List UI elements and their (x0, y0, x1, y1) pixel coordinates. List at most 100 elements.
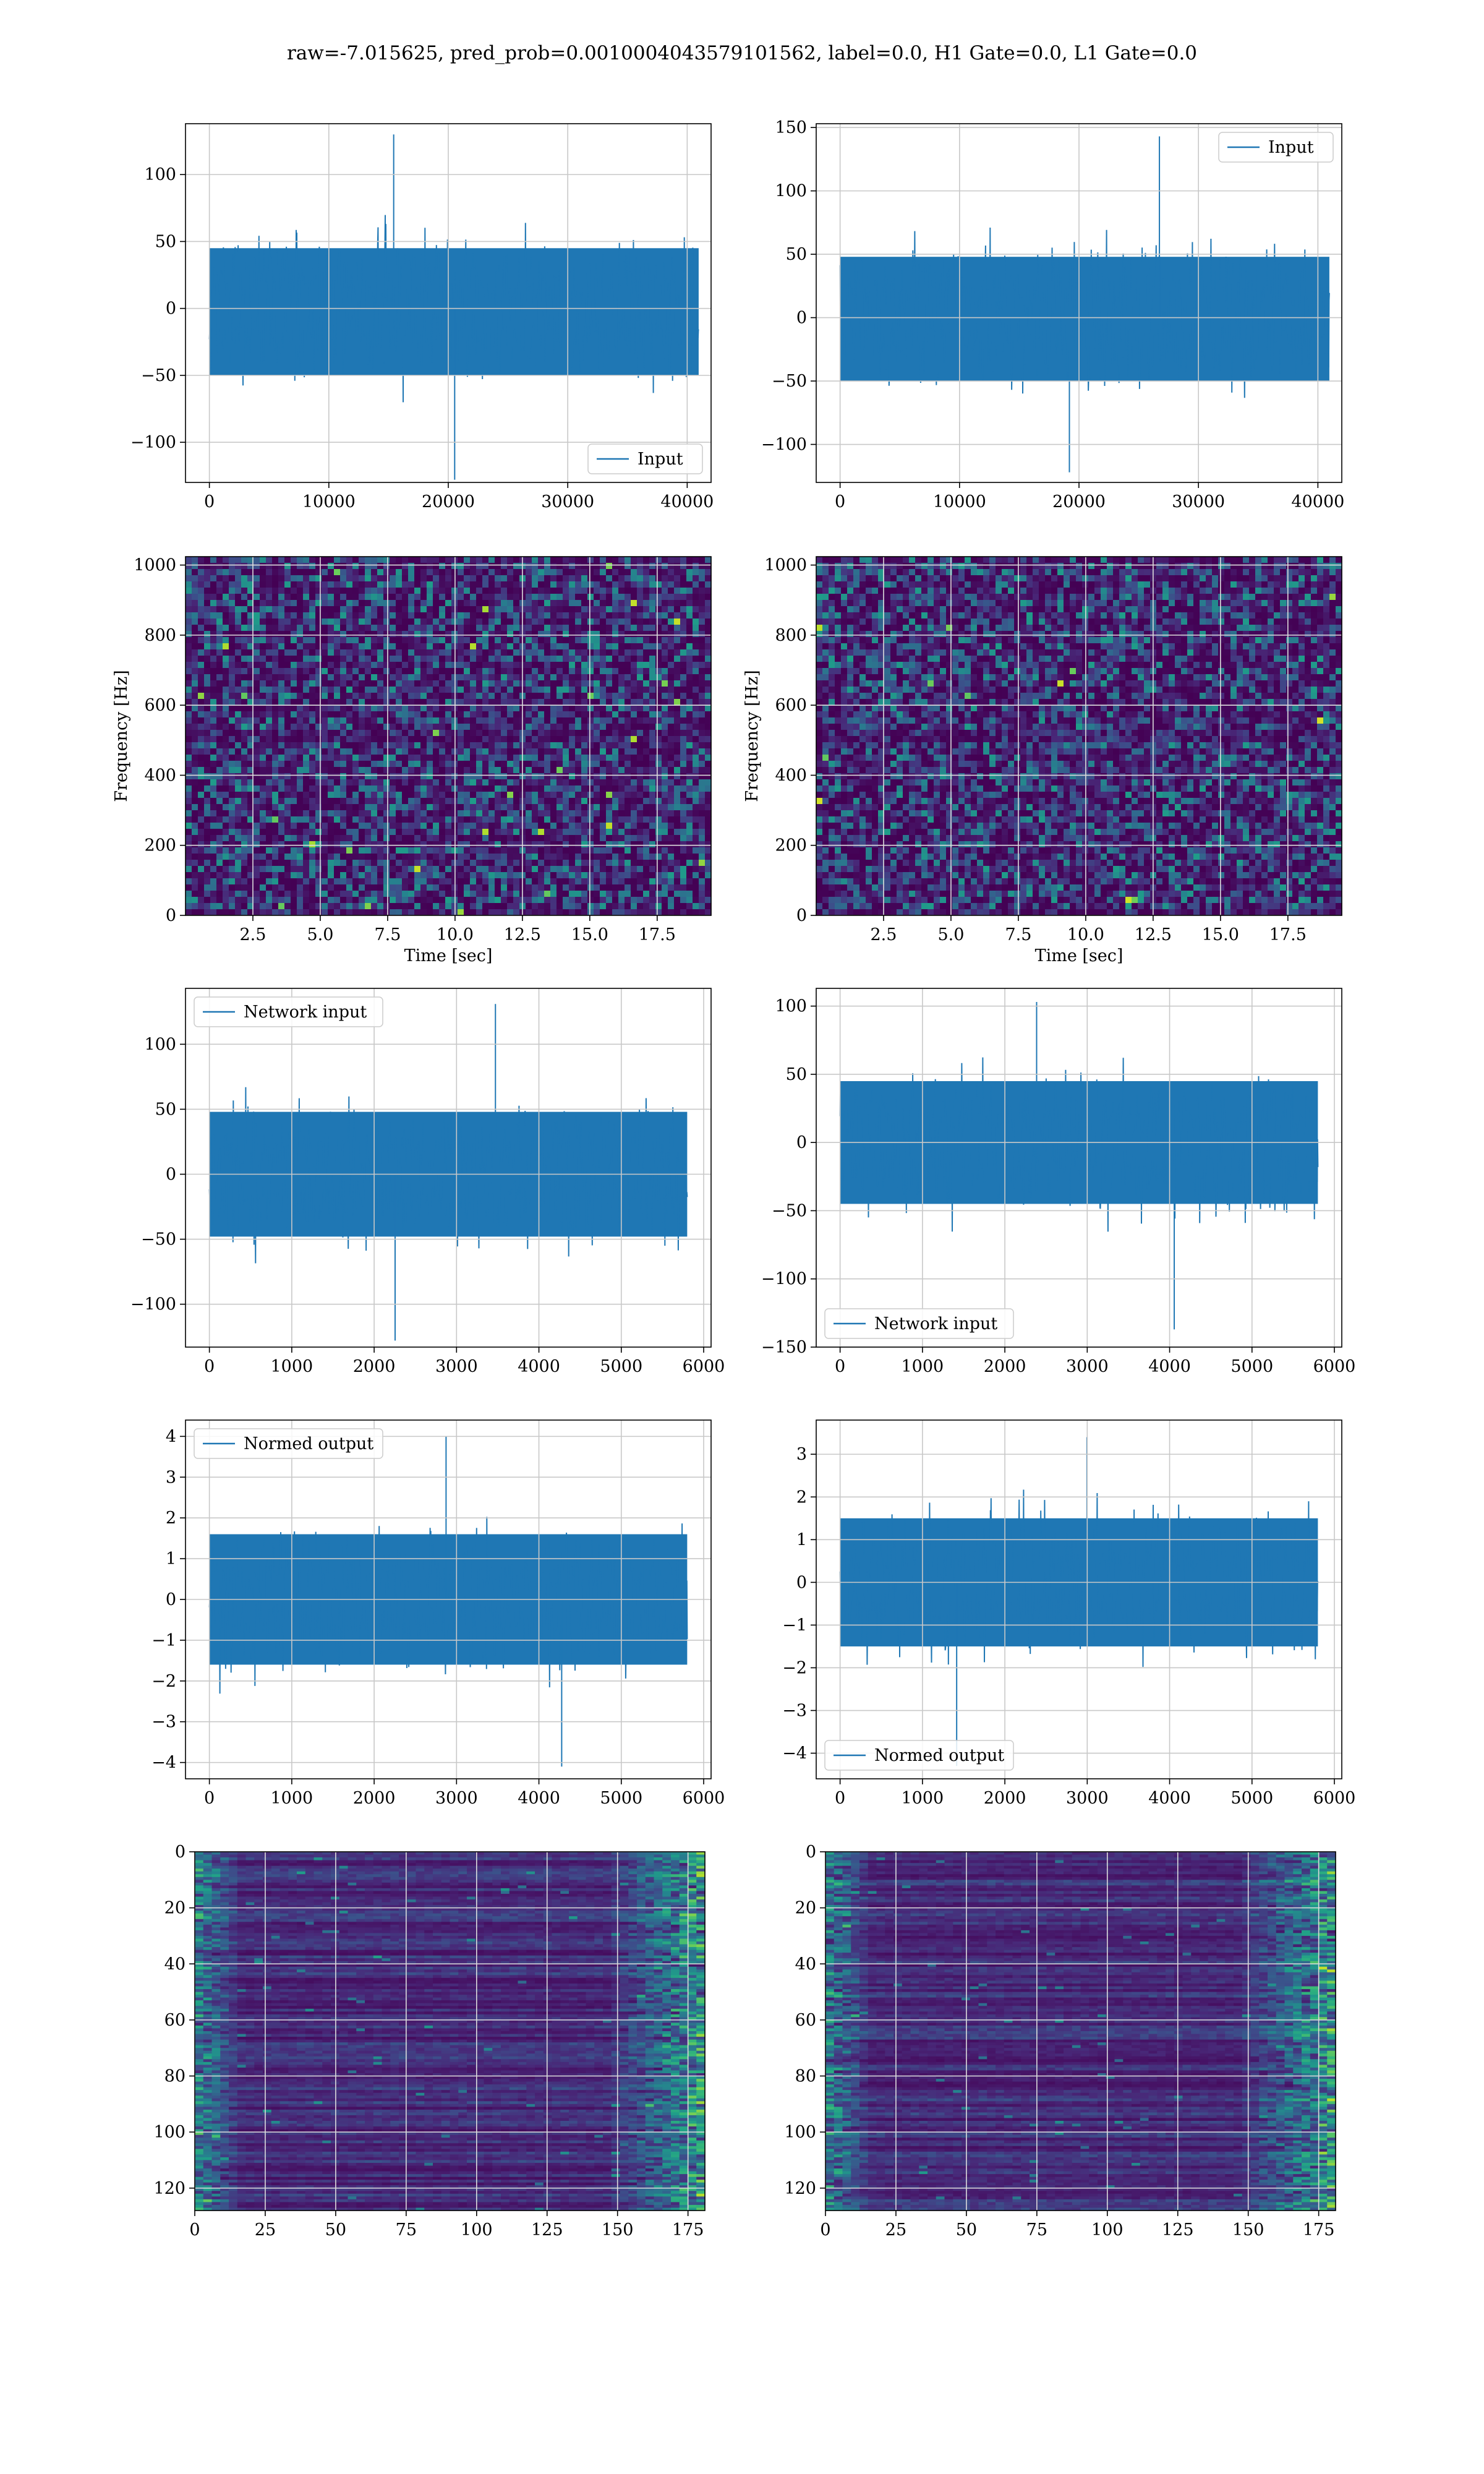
y-axis-label: Frequency [Hz] (743, 670, 762, 802)
y-tick-label: 1 (796, 1530, 807, 1549)
y-tick-label: −50 (772, 1201, 807, 1220)
axes-frame (194, 1851, 706, 2211)
legend: Input (587, 443, 703, 474)
y-tick-label: 20 (164, 1899, 186, 1918)
panel-spectrogram-left: 2.5 5.0 7.5 10.0 12.5 15.0 17.5 0 200 400 600 800 10… (112, 556, 712, 965)
heatmap-cells (816, 557, 1342, 916)
axes-frame (185, 988, 712, 1348)
y-tick-label: 200 (775, 836, 807, 855)
y-tick-label: 0 (796, 906, 807, 925)
y-tick-label: −1 (782, 1616, 807, 1635)
x-tick-label: 6000 (1313, 1789, 1356, 1808)
x-tick-label: 125 (531, 2220, 563, 2240)
x-tick-label: 5000 (600, 1357, 642, 1376)
legend-label: Input (1268, 138, 1314, 157)
y-tick-label: −4 (782, 1744, 807, 1763)
x-axis-label: Time [sec] (404, 946, 493, 965)
x-tick-label: 40000 (1291, 492, 1344, 511)
x-tick-label: 175 (1303, 2220, 1335, 2240)
x-tick-label: 175 (672, 2220, 704, 2240)
legend: Input (1218, 132, 1334, 163)
panel-normed-output-right: 0 1000 2000 3000 4000 5000 6000 −4 −3 −2 −1 0 1 2 3 Nor… (782, 1419, 1356, 1808)
x-tick-label: 0 (204, 492, 215, 511)
y-tick-label: −3 (782, 1701, 807, 1721)
x-tick-label: 2000 (353, 1789, 396, 1808)
x-tick-label: 2.5 (870, 925, 897, 944)
y-tick-label: 60 (795, 2011, 816, 2030)
panel-spectrogram-right: 2.5 5.0 7.5 10.0 12.5 15.0 17.5 0 200 400 600 800 10… (743, 556, 1342, 965)
x-tick-label: 5000 (600, 1789, 642, 1808)
axes-frame (825, 1851, 1336, 2211)
legend-box (824, 1308, 1014, 1339)
y-tick-label: 100 (775, 182, 807, 201)
x-tick-label: 150 (1232, 2220, 1264, 2240)
x-tick-label: 10.0 (437, 925, 474, 944)
legend-box (194, 1428, 383, 1459)
y-tick-label: 600 (144, 696, 176, 715)
x-tick-label: 150 (602, 2220, 634, 2240)
x-tick-label: 2000 (984, 1789, 1026, 1808)
y-tick-label: 50 (155, 1100, 176, 1119)
y-tick-label: 0 (166, 1165, 176, 1184)
y-tick-label: 0 (796, 1573, 807, 1592)
panel-activation-map-right: 0 25 50 75 100 125 150 175 0 20 40 60 80 100 120 (784, 1843, 1336, 2240)
y-tick-label: 40 (164, 1954, 186, 1974)
y-tick-label: 800 (144, 626, 176, 645)
legend-label: Normed output (244, 1434, 373, 1453)
y-tick-label: 50 (786, 1065, 807, 1084)
x-tick-label: 25 (255, 2220, 276, 2240)
series-line (839, 1057, 1319, 1232)
legend-label: Network input (244, 1003, 367, 1022)
y-tick-label: 600 (775, 696, 807, 715)
y-tick-label: 2 (796, 1487, 807, 1507)
y-tick-label: −3 (151, 1713, 176, 1732)
x-tick-label: 17.5 (1269, 925, 1307, 944)
y-tick-label: 150 (775, 118, 807, 137)
legend-box (194, 996, 383, 1027)
x-axis-label: Time [sec] (1035, 946, 1124, 965)
x-tick-label: 10000 (933, 492, 986, 511)
y-tick-label: 1000 (134, 556, 176, 575)
legend-box (1218, 132, 1334, 163)
x-tick-label: 5.0 (937, 925, 964, 944)
x-tick-label: 5.0 (307, 925, 333, 944)
x-tick-label: 125 (1162, 2220, 1194, 2240)
x-tick-label: 0 (204, 1789, 215, 1808)
y-tick-label: 1 (166, 1549, 176, 1569)
series-line (839, 1489, 1319, 1667)
figure-title: raw=-7.015625, pred_prob=0.0010004043579… (0, 42, 1484, 64)
y-tick-label: 0 (796, 1133, 807, 1152)
y-tick-label: 60 (164, 2011, 186, 2030)
panel-input-right: 0 10000 20000 30000 40000 −100 −50 0 50 100 150 Inp… (761, 118, 1344, 511)
y-tick-label: 100 (775, 997, 807, 1016)
x-tick-label: 0 (204, 1357, 215, 1376)
y-tick-label: 0 (806, 1843, 816, 1862)
y-tick-label: −50 (141, 1230, 176, 1249)
x-tick-label: 15.0 (1202, 925, 1239, 944)
y-tick-label: 3 (166, 1468, 176, 1487)
legend: Network input (824, 1308, 1014, 1339)
x-tick-label: 0 (820, 2220, 830, 2240)
y-tick-label: 100 (144, 165, 176, 184)
x-tick-label: 25 (885, 2220, 906, 2240)
y-tick-label: 80 (164, 2067, 186, 2086)
y-tick-label: −2 (782, 1658, 807, 1677)
series-line (208, 1517, 688, 1694)
y-tick-label: 0 (175, 1843, 186, 1862)
axes-frame (185, 556, 712, 916)
y-tick-label: −4 (151, 1753, 176, 1773)
y-tick-label: 4 (166, 1427, 176, 1446)
x-tick-label: 4000 (518, 1357, 560, 1376)
panel-activation-map-left: 0 25 50 75 100 125 150 175 0 20 40 60 80 100 120 (153, 1843, 706, 2240)
x-tick-label: 75 (1026, 2220, 1047, 2240)
x-tick-label: 6000 (683, 1357, 725, 1376)
x-tick-label: 0 (835, 492, 845, 511)
x-tick-label: 10000 (302, 492, 356, 511)
x-tick-label: 20000 (1052, 492, 1106, 511)
x-tick-label: 3000 (435, 1789, 478, 1808)
y-tick-label: 120 (784, 2179, 816, 2198)
y-tick-label: 0 (166, 299, 176, 319)
y-tick-label: −100 (130, 1295, 176, 1314)
axes-frame (816, 556, 1342, 916)
